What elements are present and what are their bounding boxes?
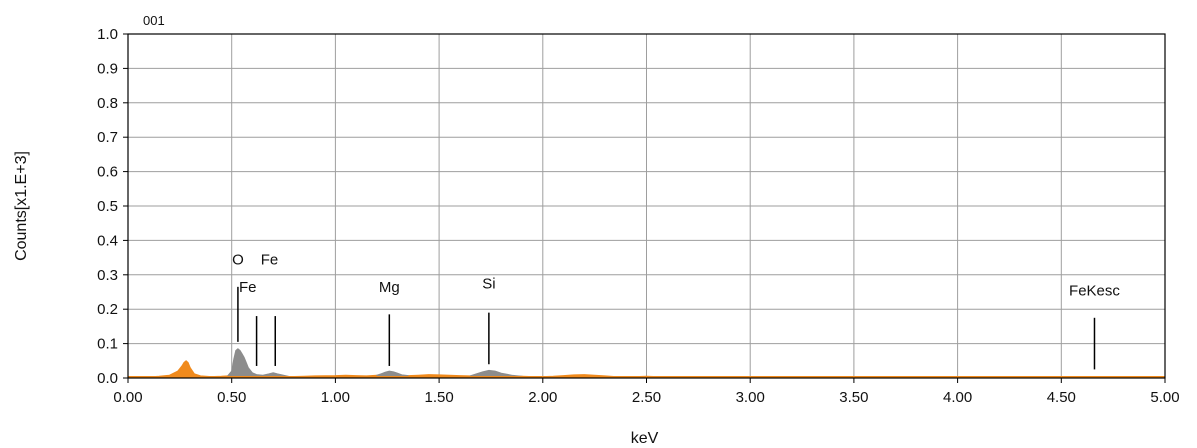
y-tick-label: 0.5 <box>97 198 118 215</box>
y-tick-label: 1.0 <box>97 26 118 43</box>
peak-label: Si <box>482 276 495 293</box>
y-tick-label: 0.2 <box>97 301 118 318</box>
x-tick-label: 4.00 <box>943 389 972 406</box>
gridlines <box>128 34 1165 378</box>
x-tick-label: 1.50 <box>424 389 453 406</box>
y-tick-label: 0.7 <box>97 129 118 146</box>
peak-label: Fe <box>261 251 279 268</box>
y-tick-label: 0.4 <box>97 232 118 249</box>
spectrum-id-label: 001 <box>143 13 165 28</box>
y-tick-label: 0.0 <box>97 370 118 387</box>
spectrum <box>127 348 1166 379</box>
y-axis-title: Counts[x1.E+3] <box>13 151 30 261</box>
x-tick-label: 4.50 <box>1047 389 1076 406</box>
x-axis-title: keV <box>631 430 659 447</box>
x-tick-label: 5.00 <box>1150 389 1179 406</box>
y-tick-label: 0.3 <box>97 267 118 284</box>
x-tick-label: 2.00 <box>528 389 557 406</box>
x-tick-label: 3.50 <box>839 389 868 406</box>
y-tick-label: 0.1 <box>97 336 118 353</box>
peak-region-fill <box>227 348 291 379</box>
x-tick-label: 1.00 <box>321 389 350 406</box>
x-tick-label: 3.00 <box>736 389 765 406</box>
peak-label: O <box>232 251 244 268</box>
peak-label: FeKesc <box>1069 282 1120 299</box>
peak-label: Mg <box>379 279 400 296</box>
y-tick-label: 0.8 <box>97 95 118 112</box>
x-tick-label: 0.50 <box>217 389 246 406</box>
y-tick-label: 0.6 <box>97 164 118 181</box>
axis-ticks: 0.00 0.50 1.00 1.50 2.00 2.50 3.00 3.50 4.00 4.50… <box>97 26 1179 406</box>
y-tick-label: 0.9 <box>97 60 118 77</box>
peak-label: Fe <box>239 279 257 296</box>
x-tick-label: 0.00 <box>113 389 142 406</box>
x-tick-label: 2.50 <box>632 389 661 406</box>
